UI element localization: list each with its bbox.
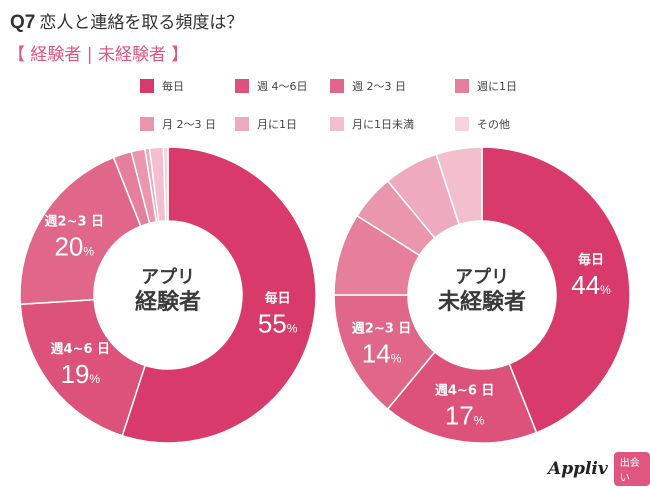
data-label-category: 週4~6 日 [51, 342, 111, 357]
legend-label: 月に1日未満 [352, 118, 414, 131]
donut-center-label: 経験者 [135, 289, 201, 315]
logo-brand: Appliv [548, 459, 608, 479]
legend-label: 週 4〜6日 [257, 80, 308, 93]
legend-item: 週 2〜3 日 [330, 78, 406, 94]
legend-swatch [330, 117, 344, 131]
data-label-category: 週2~3 日 [45, 215, 105, 230]
legend-label: 月 2〜3 日 [162, 118, 216, 131]
legend-label: その他 [477, 118, 510, 131]
legend-swatch [235, 79, 249, 93]
logo-badge: 出会い [613, 452, 650, 486]
legend-swatch [235, 117, 249, 131]
donut-slice [121, 146, 317, 444]
data-label-value: 19% [60, 359, 100, 389]
data-label-category: 毎日 [265, 290, 291, 306]
legend-item: 週に1日 [455, 78, 517, 94]
donut-slice [435, 146, 483, 226]
data-label: 週2~3 日 20% [45, 215, 105, 262]
donut-center-label: アプリ [141, 266, 195, 288]
data-label: 週4~6 日 19% [51, 342, 111, 389]
data-label-value: 17% [445, 401, 485, 431]
donut-slice [481, 146, 631, 434]
data-label: 週4~6 日 17% [435, 384, 495, 431]
data-label-value: 14% [362, 338, 402, 368]
legend-item: 毎日 [140, 78, 184, 94]
data-label-value: 20% [54, 232, 94, 262]
legend-item: 月に1日未満 [330, 116, 414, 132]
legend-label: 週 2〜3 日 [352, 80, 406, 93]
legend-item: その他 [455, 116, 510, 132]
legend-swatch [455, 117, 469, 131]
data-label-category: 週2~3 日 [352, 321, 412, 336]
legend-swatch [330, 79, 344, 93]
legend-item: 週 4〜6日 [235, 78, 308, 94]
legend-swatch [455, 79, 469, 93]
donut-center-label: アプリ [455, 266, 509, 288]
question-text: 恋人と連絡を取る頻度は？ [39, 13, 244, 33]
legend-item: 月に1日 [235, 116, 297, 132]
data-label: 毎日 44% [571, 252, 611, 300]
legend-swatch [140, 117, 154, 131]
data-label-value: 44% [571, 270, 611, 300]
donut-slice [162, 146, 169, 222]
donut-center-label: 未経験者 [438, 289, 526, 315]
legend-item: 月 2〜3 日 [140, 116, 216, 132]
data-label-category: 週4~6 日 [435, 384, 495, 399]
legend-label: 週に1日 [477, 80, 517, 93]
question-number: Q7 [10, 12, 36, 33]
legend-swatch [140, 79, 154, 93]
logo: Appliv 出会い [548, 452, 650, 486]
legend-label: 毎日 [162, 80, 184, 93]
legend-label: 月に1日 [257, 118, 297, 131]
data-label-value: 55% [258, 308, 298, 338]
data-label-category: 毎日 [578, 252, 604, 268]
donut-slice [19, 298, 147, 437]
data-label: 毎日 55% [258, 290, 298, 338]
data-label: 週2~3 日 14% [352, 321, 412, 368]
chart-subtitle: 【 経験者 | 未経験者 】 [8, 45, 189, 65]
donut-slice [19, 156, 142, 306]
chart-title: Q7 恋人と連絡を取る頻度は？ [10, 8, 243, 34]
